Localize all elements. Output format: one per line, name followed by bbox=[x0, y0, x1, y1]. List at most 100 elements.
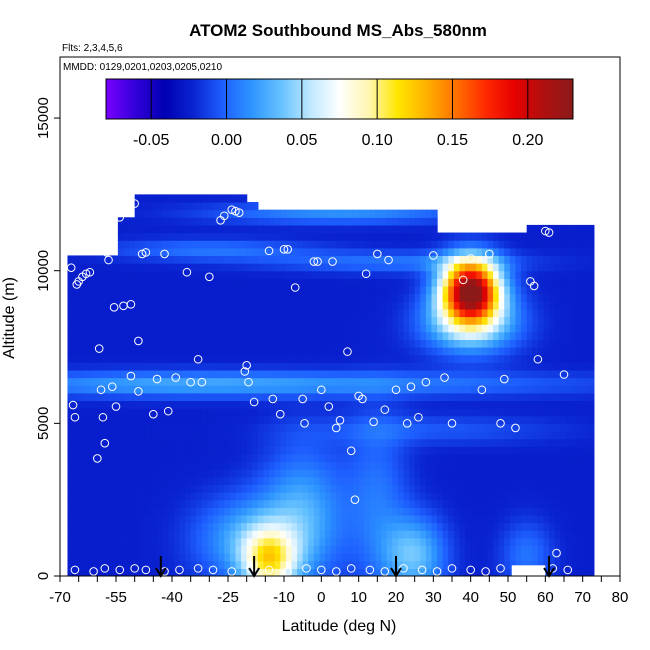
heatmap-cell bbox=[526, 385, 533, 394]
heatmap-cell bbox=[437, 492, 444, 501]
heatmap-cell bbox=[565, 308, 573, 318]
heatmap-cell bbox=[67, 362, 74, 371]
heatmap-cell bbox=[420, 316, 427, 325]
heatmap-cell bbox=[554, 263, 561, 272]
heatmap-cell bbox=[448, 408, 455, 417]
heatmap-cell bbox=[106, 369, 113, 379]
heatmap-cell bbox=[263, 255, 270, 264]
heatmap-cell bbox=[246, 232, 253, 241]
heatmap-cell bbox=[476, 377, 483, 386]
heatmap-cell bbox=[151, 446, 158, 455]
heatmap-cell bbox=[403, 263, 410, 272]
heatmap-cell bbox=[246, 453, 253, 463]
heatmap-cell bbox=[341, 537, 349, 547]
heatmap-cell bbox=[537, 514, 545, 524]
heatmap-cell bbox=[465, 232, 472, 241]
heatmap-cell bbox=[190, 308, 197, 318]
heatmap-cell bbox=[353, 530, 360, 539]
heatmap-cell bbox=[526, 545, 533, 554]
heatmap-cell bbox=[588, 293, 595, 302]
heatmap-cell bbox=[218, 545, 225, 554]
heatmap-cell bbox=[571, 415, 578, 424]
heatmap-cell bbox=[577, 339, 584, 348]
heatmap-cell bbox=[336, 217, 343, 226]
heatmap-cell bbox=[330, 324, 337, 333]
heatmap-cell bbox=[582, 385, 589, 394]
heatmap-cell bbox=[246, 499, 253, 508]
heatmap-cell bbox=[392, 453, 399, 463]
heatmap-cell bbox=[364, 308, 371, 318]
heatmap-cell bbox=[353, 514, 360, 524]
heatmap-cell bbox=[420, 362, 427, 371]
heatmap-cell bbox=[358, 492, 365, 501]
heatmap-cell bbox=[134, 484, 141, 493]
heatmap-cell bbox=[241, 232, 248, 241]
heatmap-cell bbox=[140, 438, 147, 447]
heatmap-cell bbox=[207, 530, 214, 539]
heatmap-cell bbox=[274, 362, 281, 371]
heatmap-cell bbox=[532, 400, 539, 409]
heatmap-cell bbox=[442, 263, 449, 272]
heatmap-cell bbox=[442, 255, 449, 264]
heatmap-cell bbox=[213, 224, 220, 234]
heatmap-cell bbox=[274, 224, 281, 234]
heatmap-cell bbox=[151, 369, 158, 379]
heatmap-cell bbox=[67, 415, 74, 424]
heatmap-cell bbox=[453, 263, 461, 272]
heatmap-cell bbox=[409, 209, 416, 218]
heatmap-cell bbox=[403, 270, 410, 279]
heatmap-cell bbox=[145, 385, 153, 394]
heatmap-cell bbox=[95, 438, 102, 447]
heatmap-cell bbox=[375, 484, 382, 493]
heatmap-cell bbox=[213, 385, 220, 394]
heatmap-cell bbox=[140, 560, 147, 569]
heatmap-cell bbox=[213, 408, 220, 417]
heatmap-cell bbox=[409, 339, 416, 348]
heatmap-cell bbox=[241, 438, 248, 447]
heatmap-cell bbox=[95, 354, 102, 363]
heatmap-cell bbox=[375, 339, 382, 348]
heatmap-cell bbox=[549, 530, 556, 539]
heatmap-cell bbox=[319, 270, 326, 279]
heatmap-cell bbox=[470, 545, 477, 554]
heatmap-cell bbox=[325, 316, 332, 325]
heatmap-cell bbox=[537, 530, 545, 539]
heatmap-cell bbox=[442, 308, 449, 318]
heatmap-cell bbox=[330, 484, 337, 493]
heatmap-cell bbox=[493, 461, 500, 470]
heatmap-cell bbox=[274, 347, 281, 356]
heatmap-cell bbox=[134, 354, 141, 363]
heatmap-cell bbox=[347, 270, 354, 279]
heatmap-cell bbox=[493, 392, 500, 402]
heatmap-cell bbox=[257, 568, 265, 576]
heatmap-cell bbox=[252, 522, 259, 531]
heatmap-cell bbox=[269, 263, 276, 272]
heatmap-cell bbox=[207, 423, 214, 432]
heatmap-cell bbox=[409, 514, 416, 524]
heatmap-cell bbox=[532, 553, 539, 562]
heatmap-cell bbox=[543, 392, 550, 402]
heatmap-cell bbox=[134, 568, 141, 576]
heatmap-cell bbox=[409, 537, 416, 547]
heatmap-cell bbox=[414, 507, 421, 516]
heatmap-cell bbox=[123, 316, 130, 325]
heatmap-cell bbox=[409, 247, 416, 257]
heatmap-cell bbox=[532, 347, 539, 356]
heatmap-cell bbox=[78, 438, 85, 447]
heatmap-cell bbox=[369, 232, 377, 241]
heatmap-cell bbox=[476, 430, 483, 440]
heatmap-cell bbox=[392, 347, 399, 356]
sample-point bbox=[126, 299, 136, 309]
heatmap-cell bbox=[526, 484, 533, 493]
heatmap-cell bbox=[201, 209, 209, 218]
y-tick-label: 10000 bbox=[35, 250, 52, 292]
heatmap-cell bbox=[330, 301, 337, 310]
heatmap-cell bbox=[409, 469, 416, 478]
heatmap-cell bbox=[313, 339, 321, 348]
heatmap-cell bbox=[526, 423, 533, 432]
heatmap-cell bbox=[162, 293, 169, 302]
heatmap-cell bbox=[246, 415, 253, 424]
heatmap-cell bbox=[229, 499, 237, 508]
heatmap-cell bbox=[151, 484, 158, 493]
heatmap-cell bbox=[487, 522, 494, 531]
